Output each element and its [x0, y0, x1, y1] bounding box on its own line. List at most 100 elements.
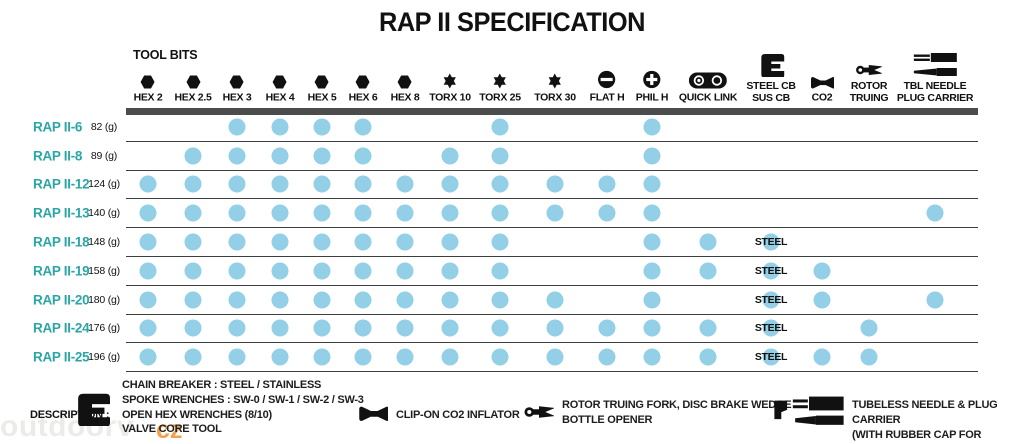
row-model-rap-ii-12: RAP II-12	[33, 176, 90, 192]
dot-rap-ii-13-hex5	[313, 204, 331, 222]
dot-rap-ii-19-hex25	[184, 262, 202, 280]
row-weight-rap-ii-20: 180 (g)	[88, 294, 120, 306]
hex-icon	[355, 75, 370, 89]
column-label-co2: CO2	[811, 91, 833, 104]
row-divider	[126, 198, 978, 200]
dot-rap-ii-13-torx10	[441, 204, 459, 222]
column-header-torx10: TORX 10	[429, 73, 471, 105]
row-weight-rap-ii-24: 176 (g)	[88, 322, 120, 334]
dot-rap-ii-24-rotor	[860, 319, 878, 337]
dot-rap-ii-25-rotor	[860, 348, 878, 366]
column-header-co2: CO2	[810, 77, 834, 105]
watermark-orange-text: cz	[156, 416, 183, 444]
dot-rap-ii-19-hex5	[313, 262, 331, 280]
dot-rap-ii-12-hex8	[396, 175, 414, 193]
dot-rap-ii-20-hex3	[228, 291, 246, 309]
dot-rap-ii-13-hex25	[184, 204, 202, 222]
dot-rap-ii-18-hex25	[184, 233, 202, 251]
dot-rap-ii-8-hex6	[354, 147, 372, 165]
quicklink-icon	[689, 72, 727, 89]
dot-rap-ii-12-torx10	[441, 175, 459, 193]
dot-rap-ii-25-torx10	[441, 348, 459, 366]
dot-rap-ii-8-philh	[643, 147, 661, 165]
hex-icon	[397, 75, 412, 89]
dot-rap-ii-8-hex4	[271, 147, 289, 165]
dot-rap-ii-19-hex4	[271, 262, 289, 280]
column-header-quicklink: QUICK LINK	[679, 72, 737, 105]
dot-rap-ii-12-philh	[643, 175, 661, 193]
column-header-rotor: ROTOR TRUING	[849, 63, 889, 104]
row-weight-rap-ii-6: 82 (g)	[90, 121, 118, 133]
column-label-hex25: HEX 2.5	[174, 91, 212, 104]
steel-cell-text-rap-ii-19: STEEL	[754, 265, 788, 277]
column-header-hex25: HEX 2.5	[174, 75, 212, 105]
chainbreaker-icon	[761, 54, 784, 77]
dot-rap-ii-20-co2	[813, 291, 831, 309]
steel-cell-text-rap-ii-20: STEEL	[754, 294, 788, 306]
dot-rap-ii-6-hex5	[313, 118, 331, 136]
footer-text-2: ROTOR TRUING FORK, DISC BRAKE WEDGE BOTT…	[562, 399, 792, 426]
dot-rap-ii-19-torx10	[441, 262, 459, 280]
rotor-icon	[524, 406, 554, 418]
row-weight-rap-ii-25: 196 (g)	[88, 351, 120, 363]
dot-rap-ii-25-hex5	[313, 348, 331, 366]
dot-rap-ii-20-hex6	[354, 291, 372, 309]
steel-cell-text-rap-ii-25: STEEL	[754, 351, 788, 363]
dot-rap-ii-12-flath	[598, 175, 616, 193]
dot-rap-ii-20-philh	[643, 291, 661, 309]
dot-rap-ii-25-hex8	[396, 348, 414, 366]
row-divider	[126, 314, 978, 316]
dot-rap-ii-18-hex3	[228, 233, 246, 251]
row-divider	[126, 256, 978, 258]
hex-icon	[140, 75, 155, 89]
column-header-tbl: TBL NEEDLE PLUG CARRIER	[897, 52, 973, 104]
row-divider	[126, 342, 978, 344]
dot-rap-ii-25-co2	[813, 348, 831, 366]
dot-rap-ii-24-hex8	[396, 319, 414, 337]
row-divider	[126, 285, 978, 287]
dot-rap-ii-18-hex5	[313, 233, 331, 251]
footer-needlefoot-icon-wrap	[772, 396, 846, 426]
dot-rap-ii-18-torx25	[491, 233, 509, 251]
row-divider	[126, 170, 978, 172]
dot-rap-ii-18-hex4	[271, 233, 289, 251]
row-divider	[126, 371, 978, 373]
dot-rap-ii-6-torx25	[491, 118, 509, 136]
dot-rap-ii-12-hex5	[313, 175, 331, 193]
row-model-rap-ii-6: RAP II-6	[33, 119, 83, 135]
dot-rap-ii-18-philh	[643, 233, 661, 251]
dot-rap-ii-24-torx30	[546, 319, 564, 337]
rotor-icon	[856, 65, 882, 75]
row-weight-rap-ii-13: 140 (g)	[88, 207, 120, 219]
row-model-rap-ii-13: RAP II-13	[33, 205, 90, 221]
dot-rap-ii-24-torx10	[441, 319, 459, 337]
column-header-flath: FLAT H	[589, 70, 625, 105]
dot-rap-ii-6-philh	[643, 118, 661, 136]
hex-icon	[229, 75, 244, 89]
dot-rap-ii-25-hex2	[139, 348, 157, 366]
dot-rap-ii-25-philh	[643, 348, 661, 366]
column-label-rotor: ROTOR TRUING	[849, 80, 889, 104]
column-label-flath: FLAT H	[589, 91, 625, 104]
dot-rap-ii-24-torx25	[491, 319, 509, 337]
column-header-hex8: HEX 8	[390, 75, 420, 105]
column-header-hex4: HEX 4	[266, 75, 295, 105]
dot-rap-ii-24-hex4	[271, 319, 289, 337]
column-label-torx25: TORX 25	[479, 91, 521, 104]
dot-rap-ii-19-quicklink	[699, 262, 717, 280]
dot-rap-ii-12-hex4	[271, 175, 289, 193]
dot-rap-ii-20-hex2	[139, 291, 157, 309]
column-label-torx10: TORX 10	[429, 91, 471, 104]
column-label-hex2: HEX 2	[133, 91, 163, 104]
dot-rap-ii-18-hex6	[354, 233, 372, 251]
dot-rap-ii-24-flath	[598, 319, 616, 337]
dot-rap-ii-13-torx25	[491, 204, 509, 222]
dot-rap-ii-13-hex8	[396, 204, 414, 222]
dot-rap-ii-20-hex4	[271, 291, 289, 309]
dot-rap-ii-13-tbl	[926, 204, 944, 222]
dot-rap-ii-12-hex6	[354, 175, 372, 193]
dot-rap-ii-24-hex5	[313, 319, 331, 337]
column-label-hex8: HEX 8	[390, 91, 420, 104]
dot-rap-ii-8-torx10	[441, 147, 459, 165]
